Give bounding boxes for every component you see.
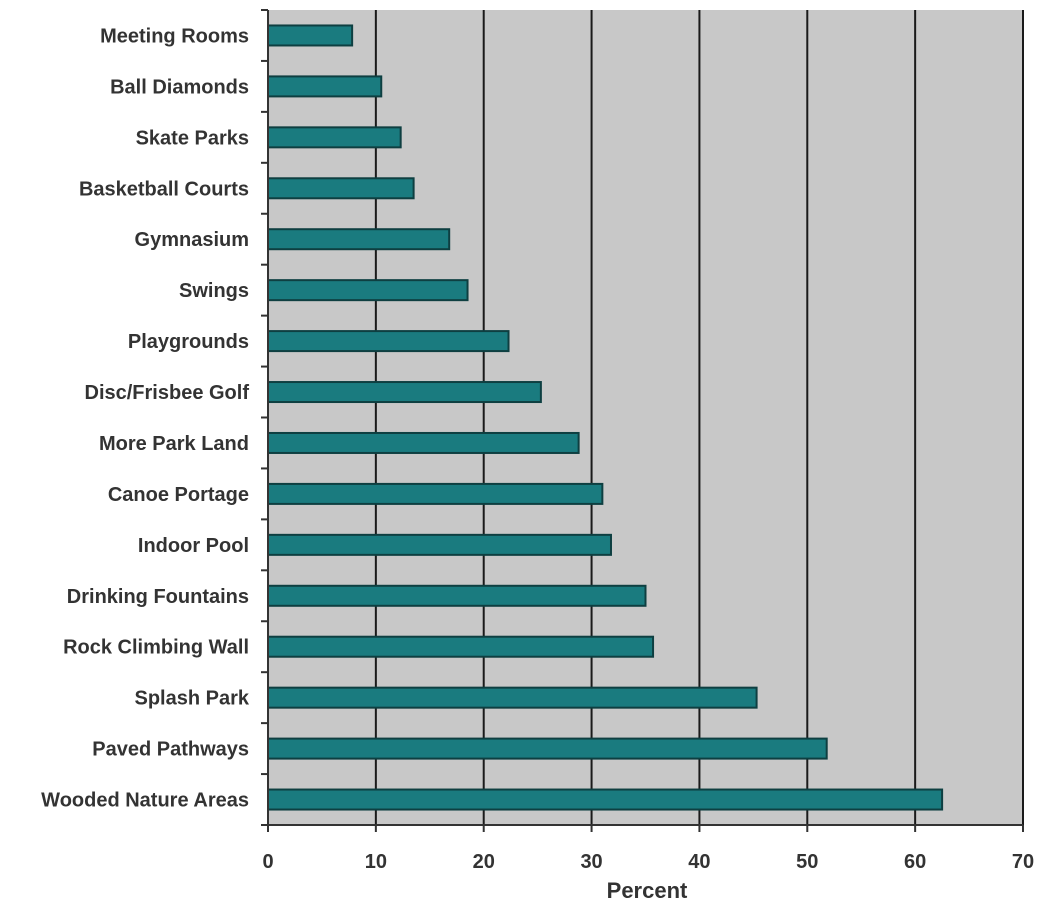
category-label: Paved Pathways — [92, 739, 249, 761]
x-tick-label: 40 — [688, 851, 710, 873]
category-label: Ball Diamonds — [110, 76, 249, 98]
bars — [267, 24, 944, 811]
bar — [267, 177, 415, 200]
x-tick-label: 30 — [580, 851, 602, 873]
bar — [267, 686, 758, 709]
x-tick-label: 20 — [473, 851, 495, 873]
category-label: Gymnasium — [135, 229, 249, 251]
category-label: Playgrounds — [128, 331, 249, 353]
x-tick-label: 10 — [365, 851, 387, 873]
bar — [267, 279, 469, 302]
bar — [267, 584, 647, 607]
bar — [267, 635, 655, 658]
category-label: Splash Park — [134, 688, 249, 710]
x-tick-label: 50 — [796, 851, 818, 873]
category-label: Indoor Pool — [138, 535, 249, 557]
category-label: Meeting Rooms — [100, 25, 249, 47]
bar — [267, 126, 402, 149]
bar — [267, 75, 383, 98]
x-tick-label: 0 — [262, 851, 273, 873]
category-label: More Park Land — [99, 433, 249, 455]
x-ticks — [267, 825, 1024, 832]
y-ticks — [261, 9, 268, 826]
category-label: Canoe Portage — [108, 484, 249, 506]
x-tick-label: 60 — [904, 851, 926, 873]
category-labels: Meeting Rooms Ball Diamonds Skate Parks Bas… — [41, 25, 250, 811]
x-tick-label: 70 — [1012, 851, 1034, 873]
category-label: Wooded Nature Areas — [41, 790, 249, 812]
bar — [267, 24, 354, 47]
bar — [267, 330, 510, 353]
category-label: Rock Climbing Wall — [63, 637, 249, 659]
x-axis-title: Percent — [607, 878, 688, 903]
x-tick-labels: 0 10 20 30 40 50 60 70 — [262, 851, 1034, 873]
category-label: Basketball Courts — [79, 178, 249, 200]
bar — [267, 788, 944, 811]
category-label: Drinking Fountains — [67, 586, 249, 608]
category-label: Disc/Frisbee Golf — [85, 382, 250, 404]
category-label: Skate Parks — [136, 127, 249, 149]
category-label: Swings — [179, 280, 249, 302]
bar — [267, 533, 612, 556]
bar — [267, 737, 828, 760]
bar — [267, 228, 451, 251]
bar — [267, 482, 604, 505]
bar — [267, 431, 580, 454]
bar — [267, 381, 542, 404]
